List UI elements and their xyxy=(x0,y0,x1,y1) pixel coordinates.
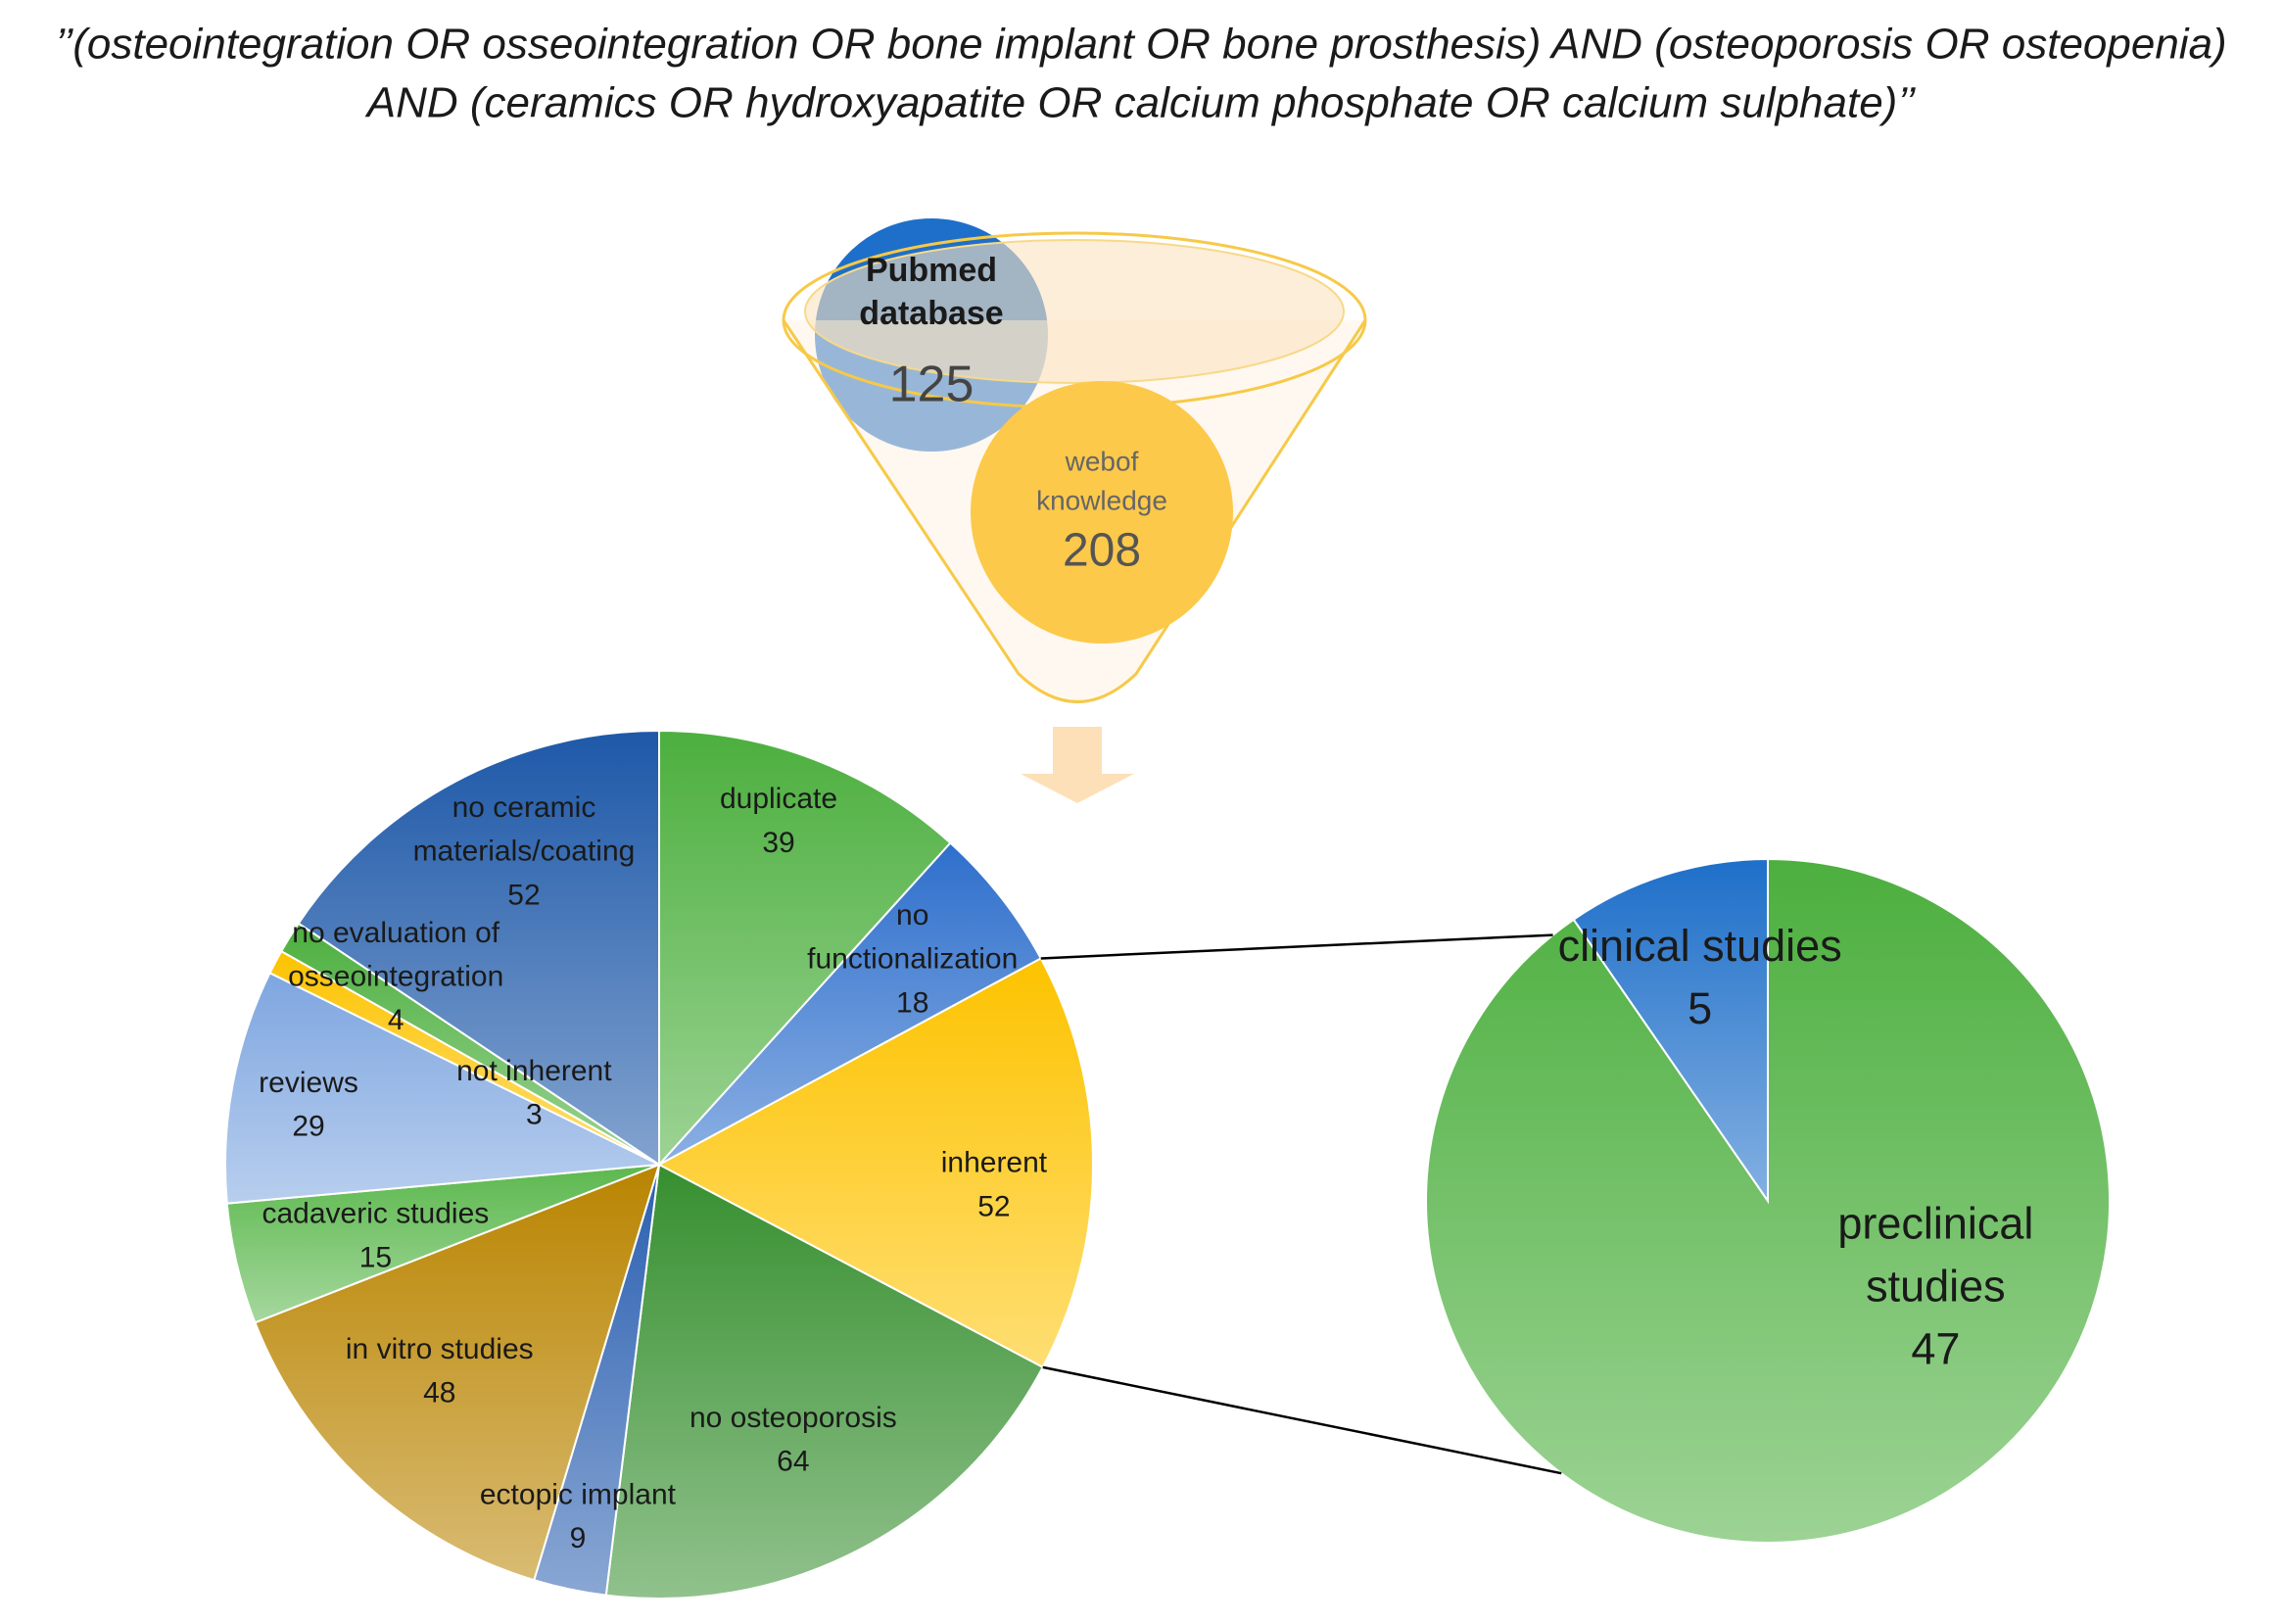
pie-slice xyxy=(254,1163,661,1582)
source-value: 208 xyxy=(1063,525,1141,577)
slice-label: functionalization xyxy=(807,943,1018,976)
slice-label: duplicate xyxy=(720,783,837,815)
slice-label: no xyxy=(896,899,928,931)
slice-label: in vitro studies xyxy=(346,1333,534,1365)
query-line: ’’(osteointegration OR osseointegration … xyxy=(55,21,2226,69)
slice-value: 3 xyxy=(526,1099,543,1131)
pie-slice xyxy=(224,971,663,1205)
slice-value: 18 xyxy=(896,986,928,1019)
source-label: database xyxy=(859,295,1003,332)
connector xyxy=(1042,1365,1562,1475)
pie-slice xyxy=(658,841,1043,1166)
source-circle xyxy=(971,381,1233,644)
pie-slice xyxy=(656,957,1094,1369)
slice-label: no osteoporosis xyxy=(689,1402,897,1434)
slice-label: cadaveric studies xyxy=(261,1198,489,1230)
slice-label: clinical studies xyxy=(1558,921,1842,971)
source-value: 125 xyxy=(889,357,975,413)
slice-value: 52 xyxy=(507,879,540,911)
slice-value: 47 xyxy=(1911,1324,1960,1374)
slice-value: 4 xyxy=(388,1004,404,1036)
funnel: Pubmed database 125 webof knowledge 208 xyxy=(782,218,1367,803)
source-label: webof xyxy=(1065,446,1139,476)
slice-label: no ceramic xyxy=(452,791,596,824)
pie-slice xyxy=(1572,857,1769,1205)
slice-label: preclinical xyxy=(1837,1199,2033,1249)
slice-value: 9 xyxy=(570,1522,587,1554)
slice-label: ectopic implant xyxy=(480,1479,677,1511)
slice-value: 48 xyxy=(423,1377,455,1409)
pie-slice xyxy=(297,729,660,1167)
slice-label: reviews xyxy=(259,1067,358,1099)
arrow xyxy=(1021,727,1134,803)
slice-value: 5 xyxy=(1688,983,1712,1033)
slice-label: inherent xyxy=(941,1147,1048,1179)
pie-slice xyxy=(604,1163,1045,1600)
funnel-inner xyxy=(804,239,1345,384)
query-line: AND (ceramics OR hydroxyapatite OR calci… xyxy=(364,79,1917,127)
slice-label: no evaluation of xyxy=(292,917,499,949)
slice-value: 39 xyxy=(762,827,794,859)
slice-label: materials/coating xyxy=(413,836,636,868)
slice-value: 29 xyxy=(292,1111,324,1143)
slice-value: 15 xyxy=(359,1241,392,1273)
source-label: Pubmed xyxy=(866,252,997,289)
slice-value: 52 xyxy=(977,1190,1010,1222)
pie-slice xyxy=(658,729,952,1168)
source-label: knowledge xyxy=(1036,485,1167,515)
slice-label: studies xyxy=(1866,1262,2006,1312)
connector xyxy=(1040,933,1553,960)
slice-value: 64 xyxy=(777,1445,809,1477)
slice-label: not inherent xyxy=(456,1055,612,1087)
slice-label: osseointegration xyxy=(288,961,503,993)
